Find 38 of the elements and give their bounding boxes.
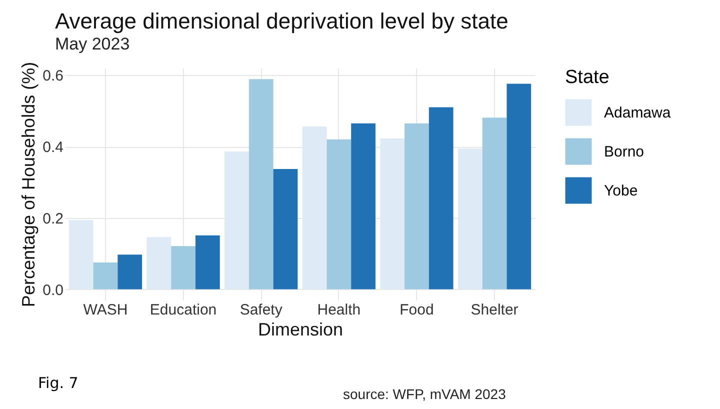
x-tick-label: Food xyxy=(400,302,434,318)
legend-label: Borno xyxy=(604,144,644,160)
bar xyxy=(68,220,94,290)
bar xyxy=(248,79,274,290)
y-tick-label: 0.4 xyxy=(42,139,64,156)
bar xyxy=(380,138,405,290)
x-tick-label: Shelter xyxy=(470,302,518,318)
bar xyxy=(351,123,376,290)
bar xyxy=(118,254,142,290)
legend-label: Yobe xyxy=(604,182,638,200)
y-tick-label: 0.2 xyxy=(42,210,64,228)
x-tick-label: Health xyxy=(317,302,361,318)
chart-title: Average dimensional deprivation level by state xyxy=(55,8,508,34)
bar xyxy=(428,107,454,290)
bar xyxy=(146,237,172,290)
bar xyxy=(273,169,298,290)
y-tick-label: 0.6 xyxy=(42,68,64,85)
bar xyxy=(93,262,118,290)
y-axis-title: Percentage of Households (%) xyxy=(18,62,39,308)
x-axis-title: Dimension xyxy=(258,320,344,340)
bar xyxy=(302,126,327,290)
chart-subtitle: May 2023 xyxy=(55,34,130,54)
source-note: source: WFP, mVAM 2023 xyxy=(343,386,506,402)
caption: Fig. 7 xyxy=(38,374,78,392)
bar xyxy=(326,139,352,290)
bar xyxy=(171,246,196,290)
bar xyxy=(404,123,429,290)
bar xyxy=(458,148,482,290)
legend-label: Adamawa xyxy=(604,104,672,122)
x-tick-label: WASH xyxy=(83,302,128,318)
x-tick-label: Education xyxy=(150,302,217,318)
y-tick-label: 0.0 xyxy=(42,282,64,299)
bar xyxy=(482,118,507,290)
legend-title: State xyxy=(565,67,610,88)
bar xyxy=(195,235,220,290)
x-tick-label: Safety xyxy=(240,302,283,318)
bar xyxy=(224,152,249,290)
bar xyxy=(506,84,532,290)
